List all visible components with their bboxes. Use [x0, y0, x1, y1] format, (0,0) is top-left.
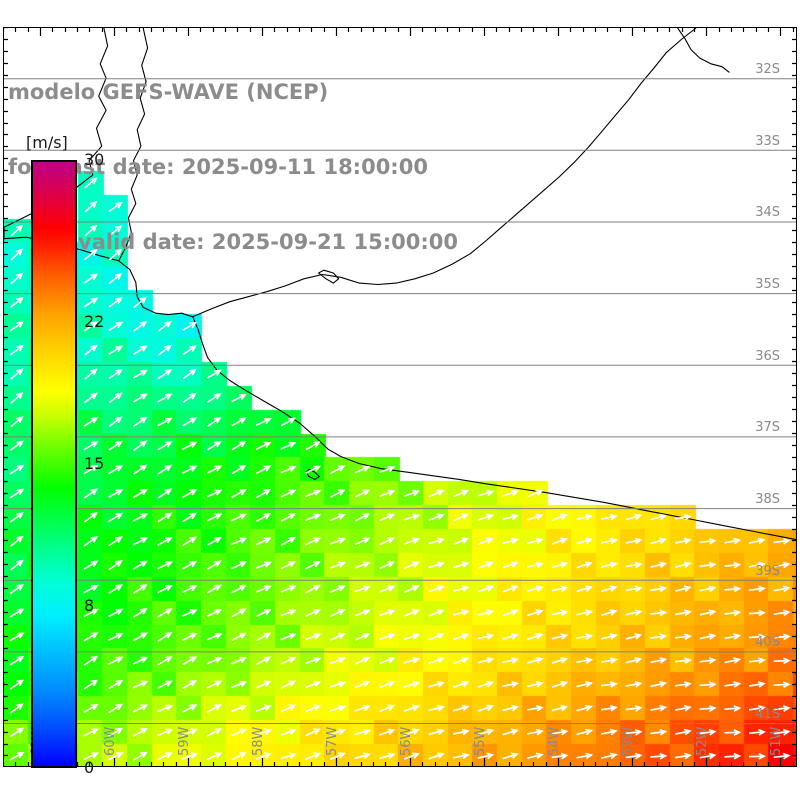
colorbar-tick-8: 8	[84, 595, 95, 615]
longitude-label-54w: 54W	[547, 726, 563, 756]
latitude-label-41s: 41S	[755, 707, 780, 722]
top-tick-ruler	[3, 27, 795, 36]
longitude-label-56w: 56W	[399, 726, 415, 756]
latitude-label-39s: 39S	[755, 563, 780, 579]
longitude-label-51w: 51W	[769, 726, 785, 756]
left-tick-ruler	[3, 27, 8, 757]
longitude-label-57w: 57W	[325, 726, 341, 756]
colorbar-unit-label: [m/s]	[26, 133, 68, 152]
longitude-label-59w: 59W	[177, 726, 193, 756]
latitude-label-33s: 33S	[755, 133, 780, 149]
latitude-label-35s: 35S	[755, 277, 780, 293]
latitude-label-38s: 38S	[755, 492, 780, 508]
longitude-label-60w: 60W	[103, 726, 119, 756]
bottom-tick-ruler	[3, 758, 795, 767]
map-plot-area	[4, 28, 796, 766]
latitude-label-36s: 36S	[755, 348, 780, 364]
wind-speed-heatmap	[4, 28, 796, 766]
colorbar-tick-22: 22	[84, 312, 105, 332]
colorbar-tick-15: 15	[84, 454, 105, 473]
latitude-label-37s: 37S	[755, 420, 780, 436]
colorbar-gradient	[31, 160, 77, 768]
longitude-label-53w: 53W	[621, 726, 637, 756]
colorbar-tick-30: 30	[84, 150, 105, 169]
colorbar-tick-0: 0	[84, 758, 95, 777]
wind-direction-arrows	[9, 177, 791, 762]
coastline-overlay	[4, 28, 796, 541]
longitude-label-55w: 55W	[473, 726, 489, 756]
colorbar	[31, 160, 77, 768]
latitude-label-40s: 40S	[755, 635, 780, 651]
graticule-grid	[4, 78, 796, 724]
latitude-label-32s: 32S	[755, 62, 780, 78]
right-tick-ruler	[792, 27, 797, 757]
longitude-label-58w: 58W	[251, 726, 267, 756]
longitude-label-52w: 52W	[695, 726, 711, 756]
latitude-label-34s: 34S	[755, 205, 780, 221]
